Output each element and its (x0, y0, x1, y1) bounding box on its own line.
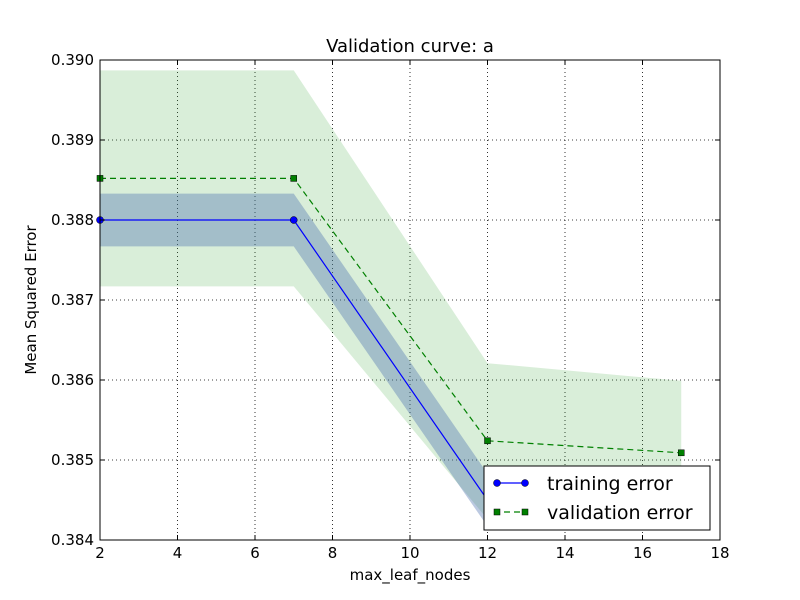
y-axis-title: Mean Squared Error (22, 225, 40, 375)
data-point-validation (484, 437, 491, 445)
x-tick-label: 12 (478, 544, 497, 562)
y-tick-label: 0.387 (51, 291, 94, 309)
data-point-validation (290, 175, 297, 182)
legend-marker (521, 508, 529, 516)
legend: training error validation error (483, 465, 711, 531)
x-tick-label: 14 (555, 544, 574, 562)
x-axis-ticks: 2 4 6 8 10 12 14 16 18 (95, 60, 730, 562)
y-tick-label: 0.390 (51, 51, 94, 69)
x-axis-title: max_leaf_nodes (350, 566, 471, 585)
x-tick-label: 18 (710, 544, 729, 562)
legend-marker (493, 479, 501, 487)
x-tick-label: 4 (173, 544, 183, 562)
grid-lines (100, 60, 720, 540)
legend-label: training error (547, 473, 673, 495)
legend-marker (521, 479, 529, 487)
x-tick-label: 8 (328, 544, 338, 562)
chart-title: Validation curve: a (326, 36, 494, 57)
y-tick-label: 0.384 (51, 531, 94, 549)
y-tick-label: 0.386 (51, 371, 94, 389)
x-tick-label: 6 (250, 544, 260, 562)
y-tick-label: 0.388 (51, 211, 94, 229)
y-tick-label: 0.389 (51, 131, 94, 149)
legend-marker (493, 508, 501, 516)
x-tick-label: 2 (95, 544, 105, 562)
x-tick-label: 10 (400, 544, 419, 562)
x-tick-label: 16 (633, 544, 652, 562)
legend-box (483, 465, 711, 531)
data-point-training (290, 216, 298, 224)
error-band-validation (100, 70, 682, 531)
y-axis-ticks: 0.384 0.385 0.386 0.387 0.388 0.389 0.390 (51, 51, 720, 549)
y-tick-label: 0.385 (51, 451, 94, 469)
legend-label: validation error (547, 502, 693, 524)
data-point-validation (678, 449, 685, 457)
